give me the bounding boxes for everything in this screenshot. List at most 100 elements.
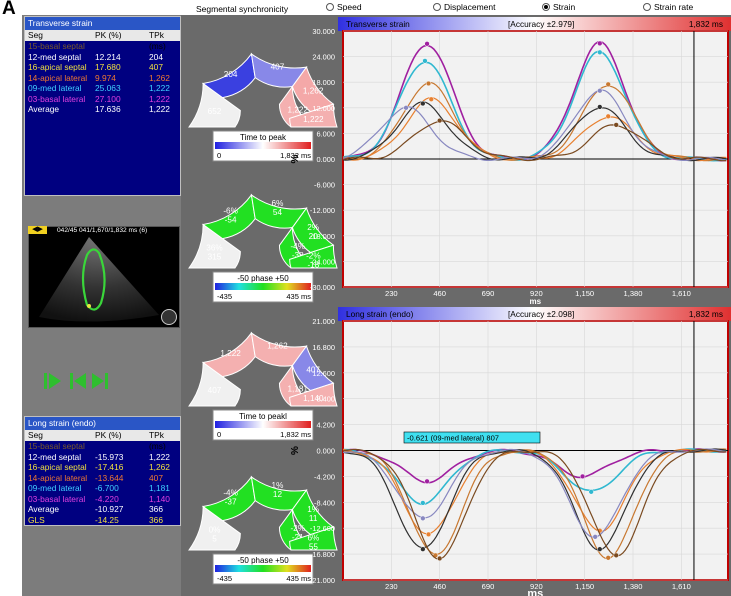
x-tick-label: 230 xyxy=(385,289,398,298)
y-tick-label: 30.000 xyxy=(312,27,335,36)
peak-marker[interactable] xyxy=(424,478,430,484)
table-row[interactable]: 09-med lateral -6.700 1,181 xyxy=(25,483,180,494)
peak-marker[interactable] xyxy=(437,117,443,124)
peak-marker[interactable] xyxy=(597,104,603,110)
peak-marker[interactable] xyxy=(597,546,603,552)
segment-value: 1,262 xyxy=(303,87,324,96)
segment-value: 6% 55 xyxy=(307,534,319,552)
table-row[interactable]: GLS -14.25 366 xyxy=(25,515,180,526)
bullseye-segment[interactable] xyxy=(289,103,338,128)
bullseye-segment[interactable] xyxy=(289,382,338,407)
table-row[interactable]: 14-apical lateral -13.644 407 xyxy=(25,473,180,484)
play-icon[interactable] xyxy=(44,373,61,389)
col-pk: PK (%) xyxy=(95,30,122,40)
peak-marker[interactable] xyxy=(588,489,594,495)
segment-value: 407 xyxy=(306,366,320,375)
table-row[interactable]: 14-apical lateral 9.974 1,262 xyxy=(25,73,180,84)
radio-dot-icon xyxy=(643,3,651,11)
peak-marker[interactable] xyxy=(613,122,619,128)
cell-tpk: 1,262 xyxy=(149,462,170,472)
x-tick-label: 1,610 xyxy=(672,582,691,591)
peak-marker[interactable] xyxy=(425,531,432,538)
table-row[interactable]: Average -10.927 366 xyxy=(25,504,180,515)
segmental-synchronicity-title: Segmental synchronicity xyxy=(196,4,289,14)
step-back-icon[interactable] xyxy=(70,373,86,389)
col-tpk: TPk (ms) xyxy=(149,30,166,51)
y-tick-label: -6.000 xyxy=(314,181,335,190)
table-row[interactable]: 03-basal lateral 27.100 1,222 xyxy=(25,94,180,105)
cell-seg: 09-med lateral xyxy=(28,483,82,493)
cell-tpk: 1,181 xyxy=(149,483,170,493)
peak-marker[interactable] xyxy=(422,58,428,64)
peak-marker[interactable] xyxy=(605,555,611,561)
bullseye-legend: -50 phase +50 -435 435 ms xyxy=(212,553,314,585)
table-title: Long strain (endo) xyxy=(25,417,180,430)
peak-marker[interactable] xyxy=(605,81,611,87)
bullseye-segment[interactable] xyxy=(289,526,338,551)
table-row[interactable]: 03-basal lateral -4.220 1,140 xyxy=(25,494,180,505)
series-line xyxy=(342,120,727,162)
pen-tool-icon[interactable] xyxy=(161,309,177,325)
bullseye-segment[interactable] xyxy=(289,244,338,269)
radio-strain[interactable]: Strain xyxy=(542,2,575,13)
peak-marker[interactable] xyxy=(420,100,426,107)
table-row[interactable]: 16-apical septal 17.680 407 xyxy=(25,62,180,73)
peak-marker[interactable] xyxy=(597,88,603,94)
table-title: Transverse strain xyxy=(25,17,180,30)
radio-strain-rate[interactable]: Strain rate xyxy=(643,2,693,13)
cell-seg: 15-basal septal xyxy=(28,441,85,451)
table-row[interactable]: Average 17.636 1,222 xyxy=(25,104,180,115)
chart-accuracy: [Accuracy ±2.979] xyxy=(508,19,574,29)
cell-pk: -17.416 xyxy=(95,462,124,472)
table-row[interactable]: 15-basal septal xyxy=(25,41,180,52)
peak-marker[interactable] xyxy=(592,534,598,540)
y-tick-label: 16.800 xyxy=(312,343,335,352)
peak-marker[interactable] xyxy=(597,40,603,47)
peak-marker[interactable] xyxy=(613,552,619,558)
table-row[interactable]: 12-med septal -15.973 1,222 xyxy=(25,452,180,463)
peak-marker[interactable] xyxy=(420,546,426,552)
transverse-strain-table: Transverse strain Seg PK (%) TPk (ms) 15… xyxy=(24,16,181,196)
legend-max: 1,832 ms xyxy=(280,430,311,439)
peak-marker[interactable] xyxy=(428,96,434,102)
table-row[interactable]: 16-apical septal -17.416 1,262 xyxy=(25,462,180,473)
step-forward-icon[interactable] xyxy=(92,373,108,389)
segment-value: 36% 315 xyxy=(206,244,222,262)
echo-image-view[interactable]: 042/45 041/1,670/1,832 ms (6) ◀▶ xyxy=(28,226,180,328)
cell-tpk: 1,222 xyxy=(149,93,170,104)
cell-seg: 09-med lateral xyxy=(28,83,82,93)
col-seg: Seg xyxy=(28,30,43,40)
table-row[interactable]: 12-med septal 12.214 204 xyxy=(25,52,180,63)
cell-pk: 25.063 xyxy=(95,83,121,93)
playback-controls xyxy=(44,371,124,391)
legend-max: 435 ms xyxy=(286,292,311,301)
series-line xyxy=(342,448,727,538)
table-header: Seg PK (%) TPk (ms) xyxy=(25,30,180,51)
series-line xyxy=(342,448,727,560)
x-tick-label: 690 xyxy=(482,289,495,298)
peak-marker[interactable] xyxy=(597,49,603,55)
peak-marker[interactable] xyxy=(424,41,430,47)
nav-arrows-icon[interactable]: ◀▶ xyxy=(28,226,47,234)
table-row[interactable]: 09-med lateral 25.063 1,222 xyxy=(25,83,180,94)
peak-marker[interactable] xyxy=(425,80,432,87)
peak-marker[interactable] xyxy=(579,473,586,480)
radio-speed[interactable]: Speed xyxy=(326,2,362,13)
y-axis-label: % xyxy=(290,446,301,455)
legend-min: 0 xyxy=(217,430,221,439)
peak-marker[interactable] xyxy=(420,515,426,521)
chart-accuracy: [Accuracy ±2.098] xyxy=(508,309,574,319)
y-tick-label: 4.200 xyxy=(317,421,336,430)
cell-seg: 16-apical septal xyxy=(28,462,87,472)
strain-charts: Transverse strain [Accuracy ±2.979] 1,832 … xyxy=(338,15,731,596)
radio-displacement[interactable]: Displacement xyxy=(433,2,496,13)
table-row[interactable]: 15-basal septal xyxy=(25,441,180,452)
peak-marker[interactable] xyxy=(403,105,409,111)
peak-marker[interactable] xyxy=(420,500,426,506)
cell-pk: -4.220 xyxy=(95,493,119,504)
series-line xyxy=(342,448,727,551)
echo-sector-image xyxy=(39,237,159,322)
peak-marker[interactable] xyxy=(605,113,611,119)
peak-marker[interactable] xyxy=(437,555,443,562)
x-tick-label: 1,380 xyxy=(624,289,643,298)
